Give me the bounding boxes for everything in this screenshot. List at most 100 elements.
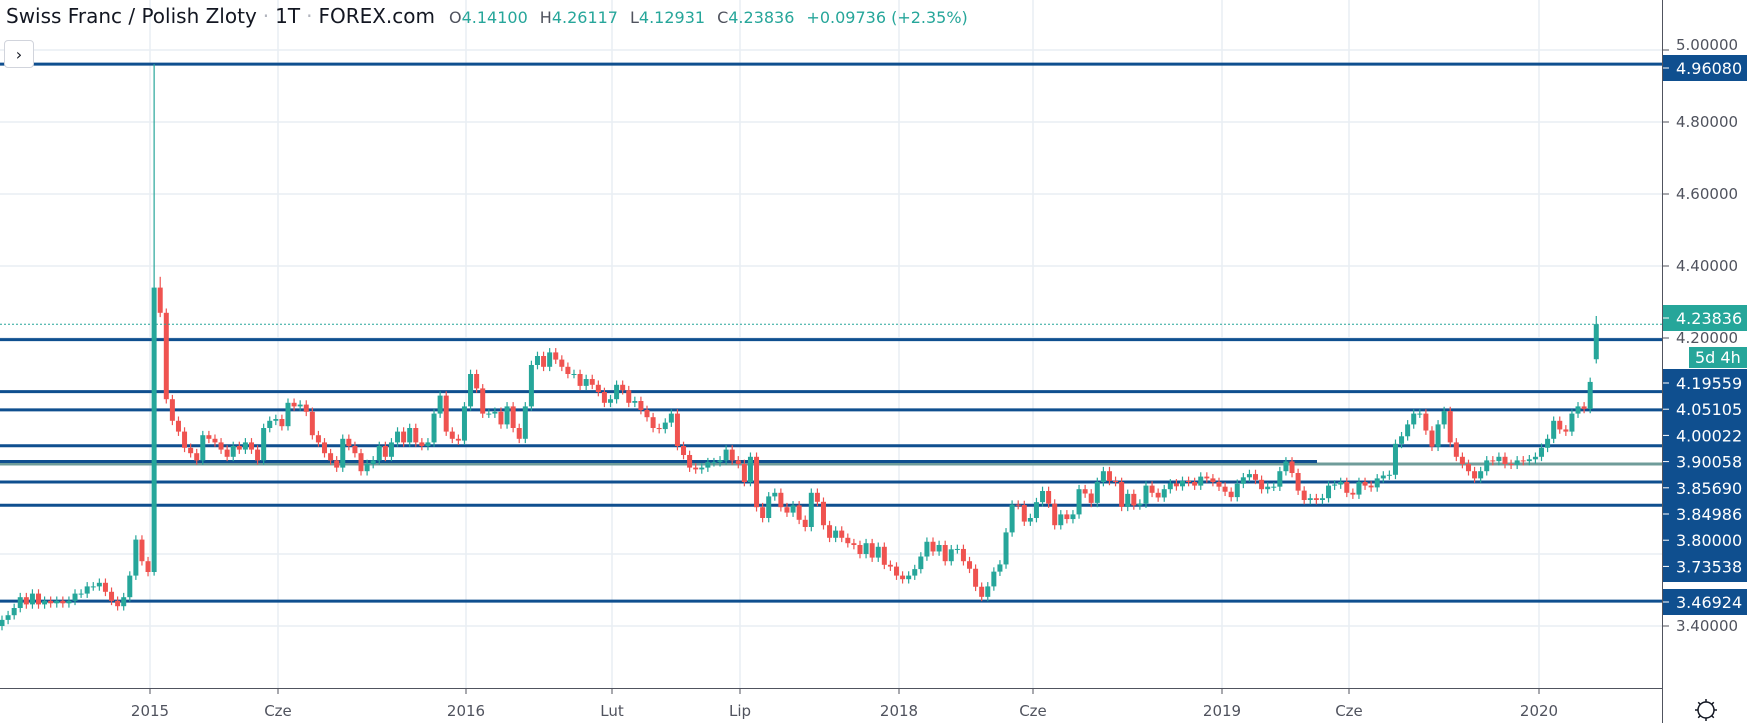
interval[interactable]: 1T [275, 4, 301, 28]
level-label: 3.90058 [1676, 453, 1742, 472]
candle [54, 596, 60, 608]
candle-body [285, 402, 291, 427]
candle-body [1313, 498, 1319, 500]
candle-body [1259, 479, 1265, 490]
candle-body [1478, 471, 1484, 479]
time-axis[interactable]: 2015 Cze 2016 Lut Lip 2018 Cze 2019 Cze 2020 [131, 688, 1558, 720]
candle-body [967, 561, 973, 569]
candle [614, 380, 620, 404]
candle-body [1386, 474, 1392, 476]
candle-body [729, 449, 735, 461]
candle [443, 391, 449, 436]
price-axis[interactable]: 5.00000 4.80000 4.60000 4.40000 4.20000 3.400… [1663, 36, 1747, 635]
candle-body [541, 356, 547, 367]
candle-body [699, 467, 705, 470]
low-value: 4.12931 [638, 8, 706, 27]
candle-body [346, 438, 352, 446]
candle-body [1526, 459, 1532, 462]
candle [1557, 416, 1563, 434]
candle [72, 589, 78, 606]
candle-body [236, 446, 242, 450]
candle-body [1411, 413, 1417, 425]
candle [230, 441, 236, 462]
candle-body [1283, 461, 1289, 472]
candle [1082, 484, 1088, 498]
candle-body [109, 591, 115, 601]
candle [772, 488, 778, 501]
candle [1015, 500, 1021, 510]
candle-body [1545, 438, 1551, 448]
candle-body [1173, 483, 1179, 487]
candle [857, 540, 863, 559]
candle [388, 438, 394, 462]
candle [0, 615, 5, 631]
candle [322, 438, 328, 458]
candle-body [881, 546, 887, 565]
candle-body [875, 546, 881, 558]
candle-body [723, 449, 729, 461]
candle-body [145, 561, 151, 572]
candle [790, 501, 796, 517]
candle [1143, 481, 1149, 508]
candle-body [1186, 480, 1192, 482]
candle-body [1204, 476, 1210, 479]
candle [863, 538, 869, 559]
candle-body [66, 600, 72, 604]
candle-body [1490, 460, 1496, 462]
candle [1271, 482, 1277, 491]
candle-body [315, 435, 321, 443]
candle-body [900, 575, 906, 580]
candle [1137, 499, 1143, 510]
candle [401, 427, 407, 447]
candle-body [942, 545, 948, 562]
candle-body [364, 464, 370, 472]
horizontal-levels[interactable] [0, 62, 1662, 603]
candle-body [887, 564, 893, 567]
candle [1222, 482, 1228, 497]
candle [900, 571, 906, 584]
candle [1228, 487, 1234, 502]
candle-body [760, 507, 766, 518]
level-label: 3.46924 [1676, 593, 1742, 612]
candle-body [1301, 490, 1307, 500]
candle-body [1161, 489, 1167, 498]
candle [973, 564, 979, 592]
candle-body [693, 467, 699, 470]
gear-icon[interactable] [1695, 699, 1717, 721]
candle [1508, 459, 1514, 470]
time-tick-label: 2015 [131, 702, 169, 720]
close-key: C [717, 8, 729, 27]
candle [267, 416, 273, 433]
last-price-label-bg [1663, 305, 1747, 331]
candle-body [291, 402, 297, 407]
candle [115, 596, 121, 611]
candle-body [1380, 475, 1386, 479]
candle-body [784, 507, 790, 513]
candle-body [1362, 482, 1368, 486]
level-label: 3.80000 [1676, 531, 1742, 550]
symbol-name[interactable]: Swiss Franc / Polish Zloty [6, 4, 257, 28]
candle [1106, 466, 1112, 486]
candle [309, 407, 315, 440]
candle-body [510, 406, 516, 428]
candle [747, 452, 753, 487]
candle [169, 394, 175, 426]
candle [437, 391, 443, 418]
candle-body [334, 460, 340, 468]
candle [997, 560, 1003, 576]
candle [1167, 479, 1173, 494]
candle [979, 582, 985, 602]
expand-legend-button[interactable]: › [4, 40, 34, 68]
candle-body [1009, 504, 1015, 533]
candle [1569, 409, 1575, 436]
candle [534, 351, 540, 370]
candle-body [206, 435, 212, 439]
candle-body [1295, 473, 1301, 491]
candle-body [553, 352, 559, 360]
candle-body [833, 530, 839, 538]
candle [583, 374, 589, 391]
candle-body [772, 492, 778, 497]
open-value: 4.14100 [461, 8, 528, 27]
candle-body [212, 438, 218, 443]
